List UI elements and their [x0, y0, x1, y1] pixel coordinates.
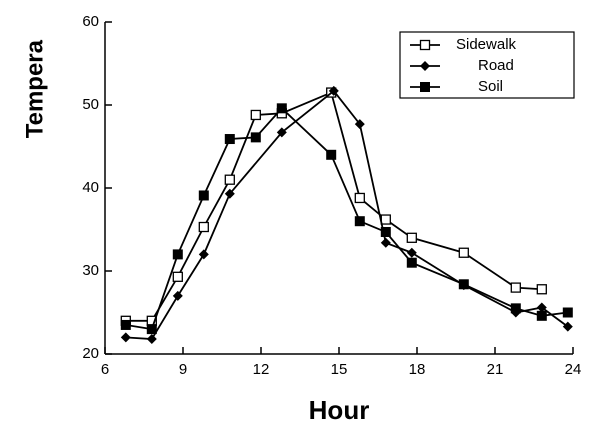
marker: [146, 324, 157, 335]
marker: [458, 247, 469, 258]
marker: [536, 302, 547, 313]
marker: [120, 319, 131, 330]
marker: [510, 303, 521, 314]
y-tick-label: 20: [82, 345, 99, 362]
marker: [224, 174, 235, 185]
marker: [380, 226, 391, 237]
marker: [328, 85, 339, 96]
marker: [198, 221, 209, 233]
x-tick-label: 18: [409, 361, 426, 378]
series-line: [125, 89, 569, 340]
marker: [406, 257, 417, 268]
marker: [146, 334, 157, 345]
marker: [406, 247, 417, 258]
legend-marker: [420, 61, 430, 71]
marker: [510, 282, 521, 293]
x-axis-label: Hour: [309, 395, 370, 425]
marker: [326, 149, 337, 160]
y-tick-label: 50: [82, 96, 99, 113]
marker: [250, 132, 261, 143]
y-tick-label: 40: [82, 179, 99, 196]
marker: [172, 271, 183, 282]
marker: [458, 279, 469, 290]
marker: [250, 109, 261, 121]
marker: [172, 290, 183, 301]
marker: [354, 119, 365, 130]
x-tick-label: 15: [331, 361, 348, 378]
x-tick-label: 12: [253, 361, 270, 378]
x-tick-label: 21: [487, 361, 504, 378]
y-axis-label: Tempera: [21, 39, 48, 138]
marker: [354, 192, 365, 204]
marker: [198, 249, 209, 260]
y-tick-label: 30: [82, 262, 99, 279]
marker: [562, 321, 573, 332]
marker: [224, 188, 235, 199]
marker: [406, 232, 417, 243]
legend-label: Road: [478, 57, 514, 74]
marker: [536, 284, 547, 295]
x-tick-label: 6: [101, 361, 109, 378]
x-tick-label: 24: [565, 361, 582, 378]
marker: [120, 332, 131, 343]
legend-label: Soil: [478, 78, 503, 95]
legend-label: Sidewalk: [456, 36, 517, 53]
series-line: [125, 107, 568, 331]
marker: [172, 249, 183, 260]
legend-marker: [420, 82, 430, 92]
marker: [354, 216, 365, 227]
y-tick-label: 60: [82, 13, 99, 30]
marker: [276, 127, 287, 138]
x-tick-label: 9: [179, 361, 187, 378]
marker: [224, 134, 235, 145]
marker: [198, 190, 209, 201]
marker: [380, 237, 391, 248]
marker: [380, 214, 391, 225]
marker: [276, 103, 287, 114]
legend-marker: [419, 39, 431, 51]
marker: [562, 307, 573, 318]
marker: [536, 310, 547, 321]
series-line: [125, 91, 542, 322]
